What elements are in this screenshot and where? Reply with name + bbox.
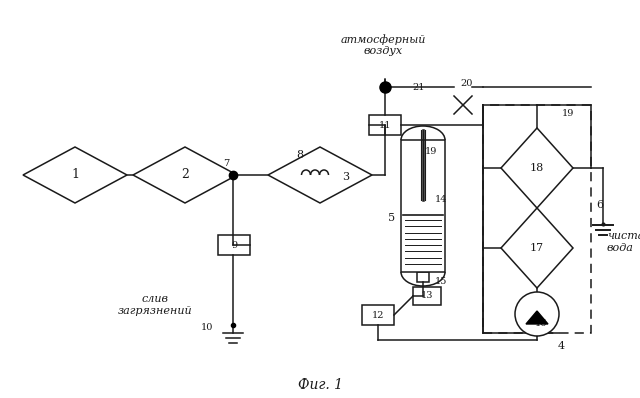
Bar: [369, 115, 401, 135]
Text: 17: 17: [530, 243, 544, 253]
Text: 8: 8: [296, 150, 303, 160]
Text: 10: 10: [200, 324, 213, 332]
Text: 18: 18: [530, 163, 544, 173]
Text: 20: 20: [461, 80, 473, 88]
Bar: [417, 272, 429, 282]
Text: Фиг. 1: Фиг. 1: [298, 378, 342, 392]
Bar: [483, 105, 591, 333]
Text: 16: 16: [535, 318, 547, 328]
Text: 6: 6: [596, 200, 603, 210]
Bar: [413, 287, 441, 305]
Text: чистая
вода: чистая вода: [607, 231, 640, 253]
Text: 9: 9: [231, 240, 237, 250]
Text: 12: 12: [372, 310, 384, 320]
Text: 14: 14: [435, 195, 447, 205]
Bar: [218, 235, 250, 255]
Text: 11: 11: [379, 121, 391, 129]
Text: 19: 19: [425, 148, 437, 156]
Text: 5: 5: [388, 213, 395, 223]
Text: атмосферный
воздух: атмосферный воздух: [340, 34, 426, 56]
Circle shape: [515, 292, 559, 336]
Text: 21: 21: [412, 82, 424, 92]
Text: 2: 2: [181, 168, 189, 181]
Text: 3: 3: [342, 172, 349, 182]
Bar: [401, 140, 445, 272]
Bar: [362, 305, 394, 325]
Polygon shape: [526, 311, 548, 324]
Text: 13: 13: [420, 291, 433, 300]
Text: 19: 19: [562, 109, 574, 117]
Text: 7: 7: [223, 158, 229, 168]
Text: слив
загрязнений: слив загрязнений: [118, 294, 192, 316]
Text: 4: 4: [558, 341, 565, 351]
Text: 15: 15: [435, 277, 447, 287]
Text: 1: 1: [71, 168, 79, 181]
